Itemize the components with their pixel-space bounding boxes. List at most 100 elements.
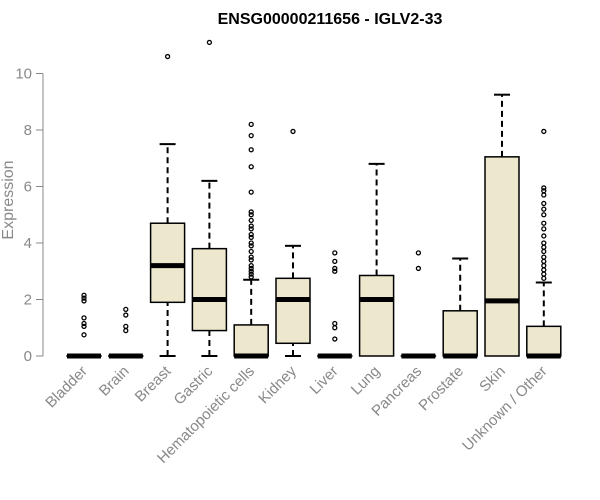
outlier-point <box>123 323 129 329</box>
box-gastric <box>191 39 228 357</box>
x-tick-label: Kidney <box>255 362 300 407</box>
outlier-point <box>248 240 254 246</box>
box-unknown-other <box>526 128 562 359</box>
box-hematopoietic-cells <box>233 121 269 359</box>
outlier-point <box>123 312 129 318</box>
outlier-point <box>248 223 254 229</box>
outlier-point <box>541 192 547 198</box>
chart-title: ENSG00000211656 - IGLV2-33 <box>218 11 443 28</box>
box-iqr <box>233 324 269 357</box>
box-breast <box>149 53 186 357</box>
outlier-point <box>81 323 87 329</box>
outlier-point <box>248 234 254 241</box>
outlier-point <box>332 250 338 256</box>
outlier-point <box>541 220 547 226</box>
box-prostate <box>442 257 478 359</box>
outlier-point <box>541 206 547 212</box>
box-kidney <box>275 128 311 357</box>
x-tick-label: Bladder <box>42 363 91 412</box>
outlier-point <box>332 265 338 272</box>
outlier-point <box>206 39 213 46</box>
outlier-point <box>541 188 547 194</box>
outlier-point <box>248 164 254 170</box>
y-axis-label: Expression <box>0 160 17 239</box>
box-iqr <box>275 277 311 345</box>
outlier-point <box>248 265 254 272</box>
x-tick-label: Lung <box>348 363 384 399</box>
outlier-point <box>541 212 547 218</box>
outlier-point <box>81 320 87 327</box>
outlier-point <box>415 265 422 272</box>
y-tick-label: 8 <box>24 122 32 139</box>
x-tick-label: Liver <box>307 363 342 398</box>
outlier-point <box>248 209 254 215</box>
outlier-point <box>332 268 338 274</box>
outlier-point <box>541 267 547 273</box>
outlier-point <box>164 53 171 60</box>
outlier-point <box>81 298 87 304</box>
outlier-point <box>248 189 254 195</box>
outlier-point <box>541 275 547 281</box>
outlier-point <box>541 226 547 232</box>
outlier-point <box>123 327 129 334</box>
outlier-point <box>290 128 296 135</box>
box-liver <box>317 250 353 359</box>
outlier-point <box>541 200 547 207</box>
outlier-point <box>248 271 254 277</box>
outlier-point <box>541 258 547 265</box>
box-iqr <box>191 247 228 332</box>
y-tick-label: 0 <box>24 348 32 365</box>
box-skin <box>484 93 520 357</box>
outlier-point <box>248 248 254 255</box>
outlier-point <box>248 212 254 218</box>
y-tick-label: 2 <box>24 292 32 309</box>
outlier-point <box>541 185 547 191</box>
outlier-point <box>248 231 254 238</box>
outlier-point <box>81 295 87 301</box>
outlier-point <box>541 240 547 246</box>
box-series <box>66 39 562 359</box>
outlier-point <box>81 332 87 338</box>
outlier-point <box>248 217 254 224</box>
outlier-point <box>332 336 338 342</box>
box-iqr <box>358 274 395 357</box>
outlier-point <box>248 226 254 232</box>
outlier-point <box>541 262 547 269</box>
box-bladder <box>66 292 102 359</box>
outlier-point <box>248 121 254 127</box>
box-lung <box>358 162 395 357</box>
outlier-point <box>541 128 547 135</box>
outlier-point <box>332 325 338 331</box>
y-tick-label: 4 <box>24 235 32 252</box>
outlier-point <box>248 274 254 280</box>
outlier-point <box>332 320 338 327</box>
outlier-point <box>332 258 338 265</box>
outlier-point <box>248 254 254 260</box>
x-tick-label: Breast <box>132 362 175 405</box>
outlier-point <box>541 271 547 277</box>
outlier-point <box>248 147 254 153</box>
box-pancreas <box>400 250 437 359</box>
outlier-point <box>248 262 254 269</box>
outlier-point <box>541 233 547 239</box>
outlier-point <box>248 257 254 263</box>
outlier-point <box>415 250 422 256</box>
x-tick-label: Skin <box>476 363 509 396</box>
outlier-point <box>248 268 254 274</box>
x-tick-label: Prostate <box>415 363 467 415</box>
outlier-point <box>541 254 547 260</box>
y-tick-label: 10 <box>15 66 32 83</box>
box-iqr <box>442 310 478 357</box>
box-iqr <box>149 222 186 304</box>
x-tick-label: Brain <box>96 363 133 400</box>
outlier-point <box>248 132 254 139</box>
outlier-point <box>81 315 87 321</box>
box-brain <box>108 306 144 359</box>
y-tick-label: 6 <box>24 179 32 196</box>
box-iqr <box>526 325 562 357</box>
outlier-point <box>541 248 547 255</box>
outlier-point <box>541 244 547 250</box>
outlier-point <box>248 243 254 249</box>
